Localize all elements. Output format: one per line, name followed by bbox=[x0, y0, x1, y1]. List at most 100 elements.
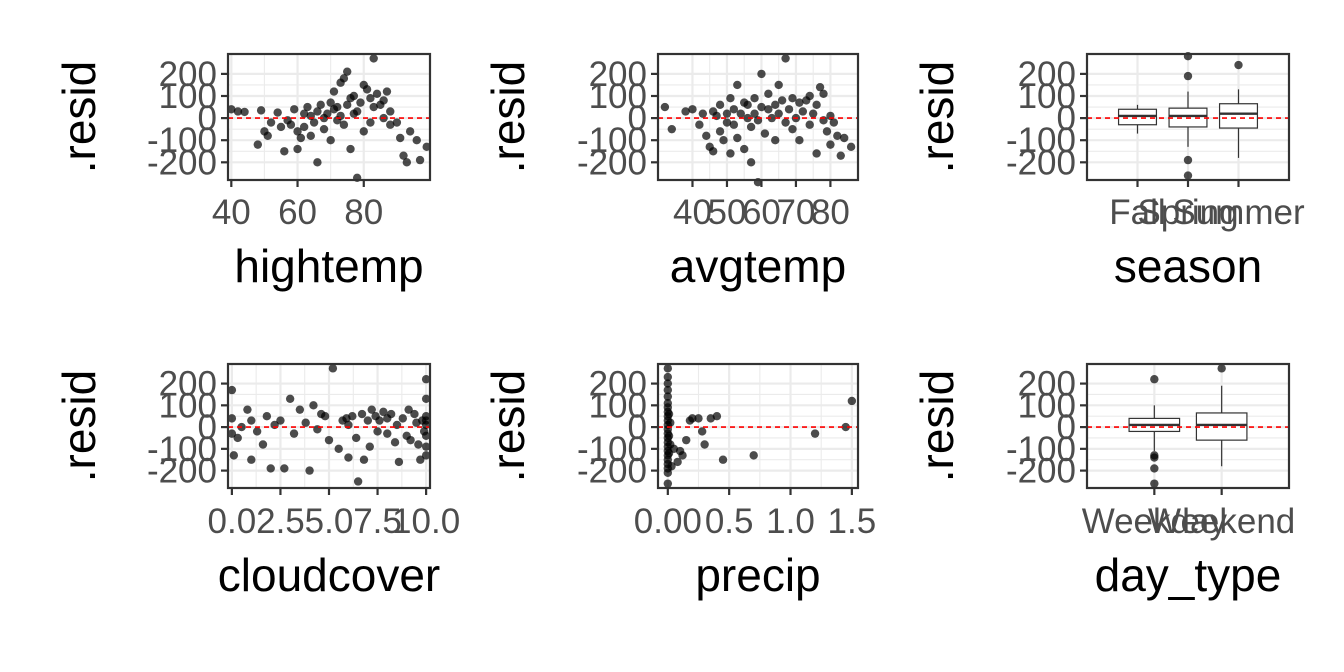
data-point bbox=[805, 120, 814, 129]
data-point bbox=[664, 431, 674, 440]
x-tick-label: 7.5 bbox=[353, 502, 402, 541]
data-point bbox=[760, 129, 770, 138]
data-point bbox=[764, 105, 773, 114]
data-point bbox=[280, 464, 289, 473]
data-point bbox=[285, 394, 295, 404]
data-point bbox=[386, 107, 395, 116]
data-point bbox=[836, 151, 845, 160]
data-point bbox=[252, 427, 262, 436]
data-point bbox=[233, 107, 243, 116]
data-point bbox=[323, 109, 332, 118]
data-point bbox=[750, 109, 759, 118]
data-point bbox=[262, 412, 272, 421]
y-tick-label: -200 bbox=[1006, 452, 1076, 491]
data-point bbox=[764, 89, 773, 98]
data-point bbox=[382, 87, 392, 96]
data-point bbox=[681, 107, 690, 116]
data-point bbox=[810, 429, 820, 438]
x-axis-title: season bbox=[1114, 240, 1262, 292]
y-tick-label: 100 bbox=[159, 77, 217, 116]
x-axis-title: avgtemp bbox=[670, 240, 846, 292]
data-point bbox=[663, 364, 673, 373]
data-point bbox=[788, 124, 797, 134]
data-point bbox=[328, 364, 338, 373]
y-axis-title: .resid bbox=[53, 370, 105, 482]
data-point bbox=[421, 442, 431, 451]
y-tick-label: 100 bbox=[589, 77, 647, 116]
data-point bbox=[663, 479, 673, 488]
data-point bbox=[663, 372, 673, 382]
y-tick-label: -200 bbox=[577, 452, 647, 491]
data-point bbox=[700, 440, 709, 449]
y-tick-label: 100 bbox=[159, 386, 217, 425]
data-point bbox=[352, 107, 362, 116]
data-point bbox=[266, 118, 276, 127]
data-point bbox=[386, 120, 395, 129]
data-point bbox=[339, 120, 349, 129]
data-point bbox=[702, 131, 711, 140]
data-point bbox=[795, 136, 804, 145]
data-point bbox=[353, 477, 363, 486]
y-tick-label: 0 bbox=[198, 408, 217, 447]
data-point bbox=[715, 127, 725, 136]
data-point bbox=[293, 144, 302, 154]
panel-border bbox=[226, 52, 432, 182]
data-point bbox=[406, 435, 415, 445]
box-outlier bbox=[1217, 364, 1226, 373]
data-point bbox=[301, 418, 310, 427]
data-point bbox=[722, 109, 732, 118]
data-point bbox=[375, 416, 384, 425]
x-axis-title: day_type bbox=[1095, 549, 1282, 601]
x-tick-label: 50 bbox=[707, 193, 746, 232]
x-tick-label: 1.5 bbox=[828, 502, 877, 541]
y-tick-label: 100 bbox=[589, 386, 647, 425]
data-point bbox=[781, 54, 790, 63]
data-point bbox=[369, 54, 378, 63]
y-tick-label: 200 bbox=[1018, 365, 1076, 404]
data-point bbox=[718, 455, 728, 464]
data-point bbox=[746, 158, 756, 167]
data-point bbox=[812, 100, 821, 110]
y-tick-label: 0 bbox=[1057, 408, 1076, 447]
data-point bbox=[344, 453, 353, 462]
data-point bbox=[421, 375, 431, 384]
data-point bbox=[767, 113, 776, 123]
data-point bbox=[343, 100, 352, 110]
data-point bbox=[663, 379, 673, 388]
data-point bbox=[774, 80, 783, 90]
box-outlier bbox=[1183, 155, 1193, 165]
data-point bbox=[663, 385, 673, 395]
data-point bbox=[351, 433, 361, 443]
y-tick-label: -100 bbox=[1006, 121, 1076, 160]
data-point bbox=[682, 435, 691, 445]
data-point bbox=[819, 89, 828, 98]
x-tick-label: 60 bbox=[278, 193, 317, 232]
data-point bbox=[346, 144, 355, 154]
data-point bbox=[326, 98, 335, 107]
data-point bbox=[303, 102, 312, 112]
data-point bbox=[286, 120, 296, 129]
data-point bbox=[405, 127, 415, 136]
data-point bbox=[348, 412, 357, 421]
data-point bbox=[678, 451, 687, 460]
data-point bbox=[392, 118, 402, 127]
box-outlier bbox=[1150, 451, 1159, 460]
data-point bbox=[781, 118, 790, 127]
data-point bbox=[846, 142, 856, 152]
x-tick-label: 0.0 bbox=[208, 502, 257, 541]
data-point bbox=[777, 96, 787, 105]
data-point bbox=[722, 118, 732, 127]
y-tick-label: 200 bbox=[159, 55, 217, 94]
data-point bbox=[740, 144, 749, 154]
data-point bbox=[688, 105, 697, 114]
x-tick-label: 80 bbox=[344, 193, 383, 232]
x-tick-label: Summer bbox=[1172, 193, 1305, 232]
data-point bbox=[808, 109, 818, 118]
data-point bbox=[256, 106, 266, 115]
data-point bbox=[329, 87, 339, 96]
data-point bbox=[416, 455, 425, 464]
data-point bbox=[798, 107, 808, 116]
